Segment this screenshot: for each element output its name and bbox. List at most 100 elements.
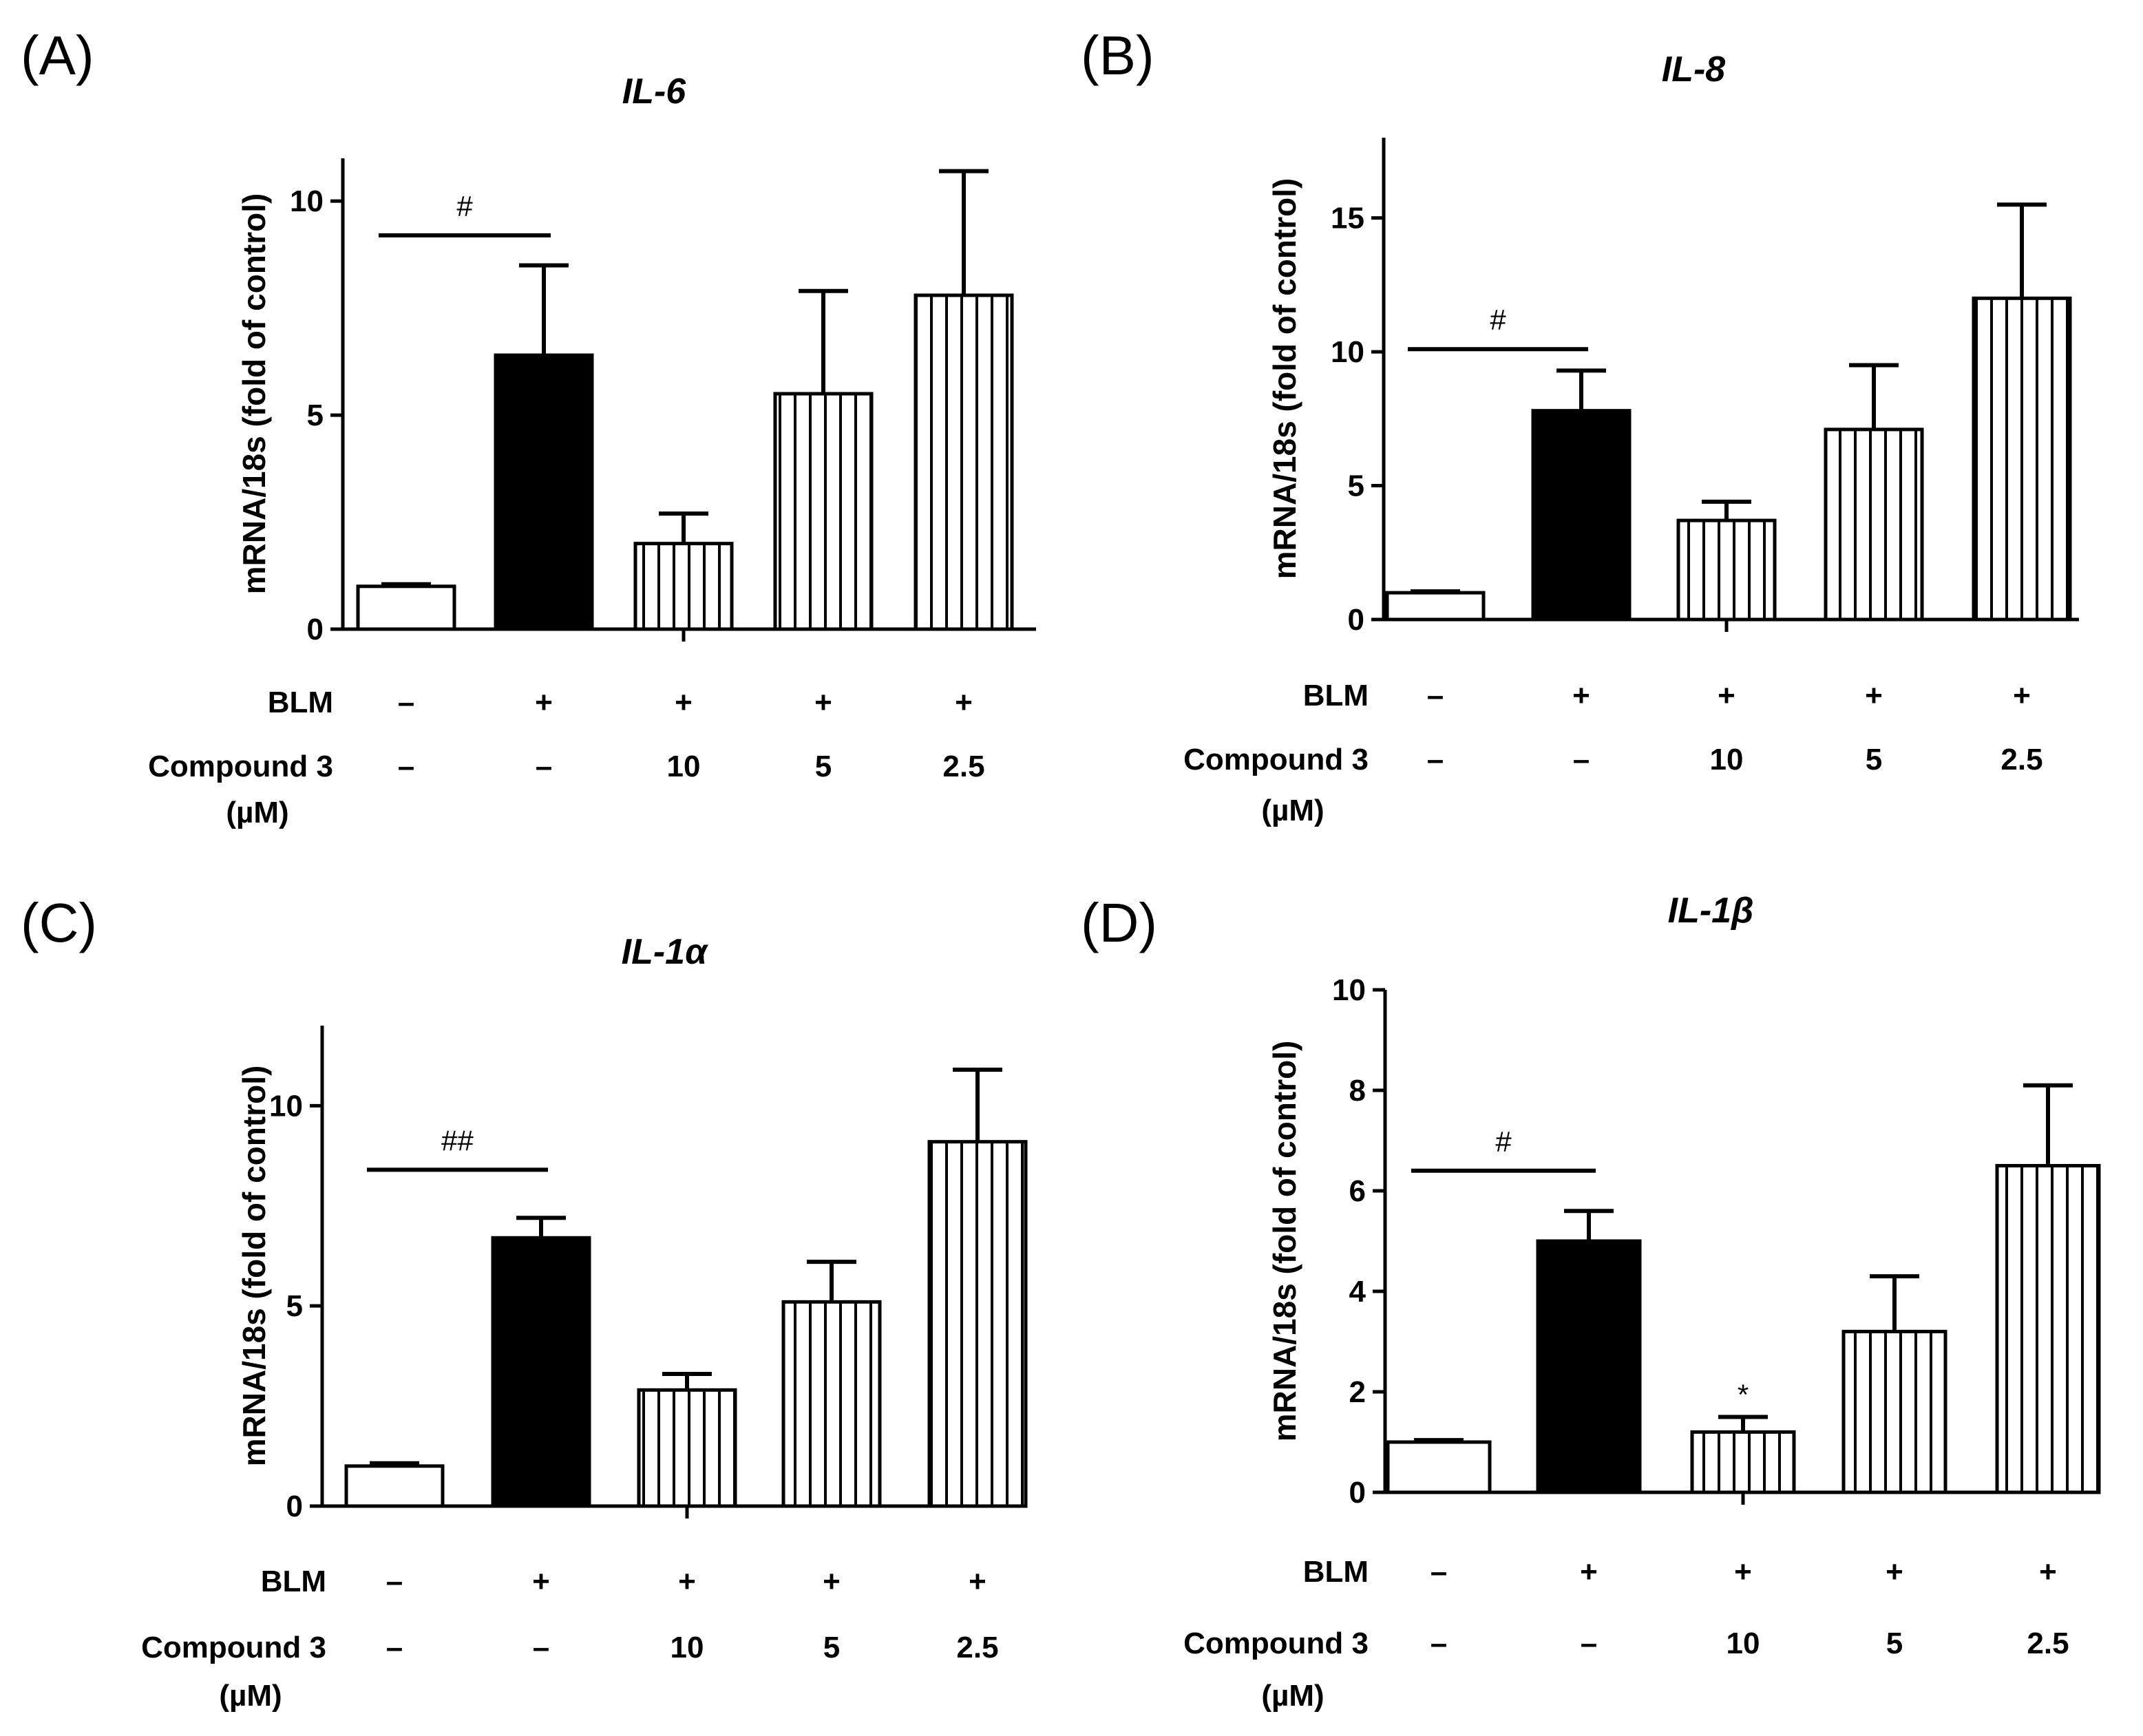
bar xyxy=(1386,1440,1492,1494)
y-tick-label: 0 xyxy=(1349,1476,1366,1510)
chart-panel-4: (D) IL-1β mRNA/18s (fold of control) 0 2 4 6 8 1… xyxy=(1081,891,2101,1713)
compound-value: 5 xyxy=(1886,1627,1903,1660)
blm-row-label: BLM xyxy=(1303,679,1369,712)
compound-value: – xyxy=(1573,743,1590,776)
blm-value: + xyxy=(1734,1555,1752,1589)
compound-value: – xyxy=(533,1631,549,1664)
compound-value: 5 xyxy=(823,1631,840,1664)
compound-row-label: Compound 3 xyxy=(141,1631,326,1664)
panel-label: (A) xyxy=(21,25,94,86)
compound-value: – xyxy=(1427,743,1444,776)
compound-value: 5 xyxy=(1866,743,1882,776)
significance-star: * xyxy=(1738,1379,1749,1411)
y-tick-label: 5 xyxy=(307,399,324,432)
y-tick-label: 15 xyxy=(1331,202,1364,235)
y-tick-label: 0 xyxy=(286,1490,303,1523)
y-axis-label: mRNA/18s (fold of control) xyxy=(236,193,272,595)
bar xyxy=(773,392,874,631)
compound-value: – xyxy=(1581,1627,1597,1660)
bar xyxy=(1972,296,2072,622)
bar xyxy=(1841,1329,1947,1494)
y-tick-label: 2 xyxy=(1349,1375,1366,1409)
compound-row-label: Compound 3 xyxy=(1183,1627,1369,1660)
compound-value: – xyxy=(1431,1627,1447,1660)
chart-title: IL-1α xyxy=(622,932,709,972)
blm-value: + xyxy=(814,686,832,719)
compound-value: 10 xyxy=(1710,743,1744,776)
compound-row-label: Compound 3 xyxy=(148,750,333,783)
significance-label: # xyxy=(1490,304,1506,336)
y-axis-label: mRNA/18s (fold of control) xyxy=(236,1066,272,1467)
y-tick-label: 6 xyxy=(1349,1174,1366,1208)
y-tick-label: 4 xyxy=(1349,1275,1366,1309)
blm-value: – xyxy=(1427,679,1444,712)
bar xyxy=(1676,518,1777,622)
compound-value: 10 xyxy=(1727,1627,1760,1660)
panel-label: (C) xyxy=(21,892,97,953)
significance-label: # xyxy=(456,190,473,222)
blm-value: + xyxy=(823,1565,841,1598)
blm-value: + xyxy=(955,686,973,719)
y-axis-label: mRNA/18s (fold of control) xyxy=(1267,1041,1302,1442)
blm-value: + xyxy=(532,1565,550,1598)
compound-unit-label: (µM) xyxy=(219,1679,282,1713)
bar xyxy=(781,1300,882,1508)
blm-value: + xyxy=(2013,679,2031,712)
compound-value: 5 xyxy=(815,750,832,783)
bar xyxy=(1995,1164,2101,1494)
bar xyxy=(491,1236,591,1508)
y-tick-label: 0 xyxy=(1348,603,1364,637)
panel-label: (B) xyxy=(1081,25,1154,86)
compound-value: – xyxy=(386,1631,403,1664)
compound-unit-label: (µM) xyxy=(1261,1679,1324,1713)
blm-value: + xyxy=(969,1565,986,1598)
panel-label: (D) xyxy=(1081,892,1157,953)
blm-value: + xyxy=(535,686,553,719)
compound-value: 2.5 xyxy=(942,750,984,783)
blm-value: – xyxy=(398,686,414,719)
bar xyxy=(356,584,456,631)
bar xyxy=(494,353,594,631)
y-tick-label: 5 xyxy=(286,1289,303,1323)
compound-unit-label: (µM) xyxy=(1261,794,1324,827)
y-tick-label: 0 xyxy=(307,613,324,646)
chart-panel-2: (B) IL-8 mRNA/18s (fold of control) 0 5 10 15 #… xyxy=(1081,25,2079,827)
bar xyxy=(1690,1430,1796,1494)
blm-row-label: BLM xyxy=(268,686,333,719)
bar xyxy=(1824,427,1924,622)
bar xyxy=(633,542,734,631)
blm-value: + xyxy=(1572,679,1590,712)
blm-row-label: BLM xyxy=(1303,1555,1369,1589)
blm-value: + xyxy=(1886,1555,1903,1589)
bar xyxy=(1536,1239,1642,1494)
chart-title: IL-6 xyxy=(622,72,687,112)
bar xyxy=(927,1140,1028,1508)
compound-row-label: Compound 3 xyxy=(1183,743,1369,776)
y-tick-label: 10 xyxy=(1332,973,1366,1007)
compound-value: – xyxy=(398,750,414,783)
blm-value: + xyxy=(1718,679,1735,712)
compound-value: 10 xyxy=(671,1631,704,1664)
blm-value: + xyxy=(1580,1555,1598,1589)
blm-value: + xyxy=(675,686,693,719)
compound-value: 2.5 xyxy=(2001,743,2042,776)
y-tick-label: 8 xyxy=(1349,1074,1366,1108)
chart-title: IL-1β xyxy=(1668,891,1754,931)
bar xyxy=(914,293,1014,631)
compound-unit-label: (µM) xyxy=(226,796,288,829)
blm-value: + xyxy=(2039,1555,2057,1589)
y-tick-label: 5 xyxy=(1348,469,1364,503)
bar xyxy=(1385,591,1486,622)
bar xyxy=(344,1464,445,1508)
blm-value: + xyxy=(678,1565,696,1598)
y-axis-label: mRNA/18s (fold of control) xyxy=(1267,178,1302,580)
bar xyxy=(1531,409,1632,622)
chart-panel-1: (A) IL-6 mRNA/18s (fold of control) 0 5 10 # BL… xyxy=(21,25,1036,829)
compound-value: – xyxy=(536,750,552,783)
blm-value: – xyxy=(1431,1555,1447,1589)
compound-value: 2.5 xyxy=(956,1631,998,1664)
blm-value: – xyxy=(386,1565,403,1598)
bar xyxy=(637,1388,737,1508)
blm-value: + xyxy=(1865,679,1883,712)
